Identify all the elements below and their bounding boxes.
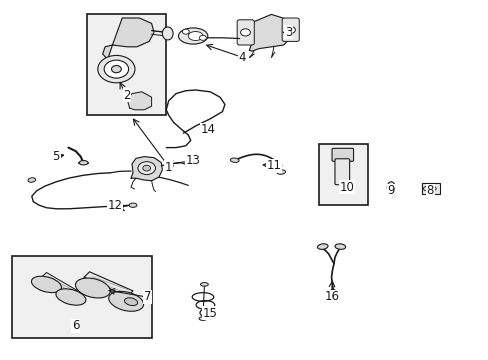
Ellipse shape [31, 276, 61, 293]
Text: 9: 9 [386, 184, 394, 197]
FancyBboxPatch shape [331, 148, 353, 161]
Ellipse shape [276, 170, 285, 174]
Ellipse shape [178, 28, 207, 44]
Text: 5: 5 [52, 150, 60, 163]
Bar [87, 14, 166, 115]
FancyBboxPatch shape [282, 18, 299, 41]
Text: 1: 1 [164, 161, 172, 174]
FancyBboxPatch shape [334, 159, 349, 185]
FancyBboxPatch shape [237, 20, 254, 45]
Polygon shape [131, 157, 162, 181]
Text: 10: 10 [339, 181, 354, 194]
Ellipse shape [188, 32, 203, 41]
Circle shape [285, 26, 295, 33]
Text: 16: 16 [325, 291, 339, 303]
Text: 11: 11 [266, 159, 281, 172]
Polygon shape [249, 14, 293, 51]
Circle shape [339, 189, 345, 194]
Text: 7: 7 [143, 291, 151, 303]
Ellipse shape [79, 161, 88, 165]
Text: 8: 8 [426, 184, 433, 197]
Text: 2: 2 [123, 89, 131, 102]
Circle shape [182, 29, 189, 34]
Ellipse shape [28, 178, 36, 182]
Text: 15: 15 [203, 307, 217, 320]
Ellipse shape [388, 184, 392, 190]
Polygon shape [41, 273, 77, 295]
Bar [319, 144, 367, 205]
Circle shape [138, 162, 155, 175]
Ellipse shape [56, 289, 86, 305]
Ellipse shape [386, 182, 394, 193]
Ellipse shape [162, 27, 173, 40]
Polygon shape [84, 272, 133, 296]
Ellipse shape [317, 244, 327, 249]
Circle shape [142, 165, 150, 171]
Text: 4: 4 [238, 51, 245, 64]
Ellipse shape [230, 158, 239, 162]
Text: 3: 3 [284, 26, 292, 39]
Ellipse shape [199, 317, 206, 320]
Ellipse shape [129, 203, 137, 207]
Circle shape [240, 29, 250, 36]
Polygon shape [127, 92, 151, 110]
Text: 13: 13 [185, 154, 200, 167]
Ellipse shape [124, 298, 137, 306]
Ellipse shape [108, 291, 143, 311]
Bar [421, 183, 439, 194]
Ellipse shape [329, 289, 336, 297]
Circle shape [423, 186, 428, 191]
Ellipse shape [75, 278, 110, 298]
Polygon shape [102, 18, 154, 59]
Circle shape [98, 55, 135, 83]
Text: 12: 12 [107, 199, 122, 212]
Circle shape [104, 60, 128, 78]
Bar [12, 256, 151, 338]
Circle shape [429, 186, 435, 191]
Circle shape [199, 35, 206, 40]
Ellipse shape [334, 244, 345, 249]
Circle shape [111, 66, 121, 73]
Text: 14: 14 [200, 123, 215, 136]
Ellipse shape [200, 283, 208, 286]
Text: 6: 6 [72, 319, 80, 332]
